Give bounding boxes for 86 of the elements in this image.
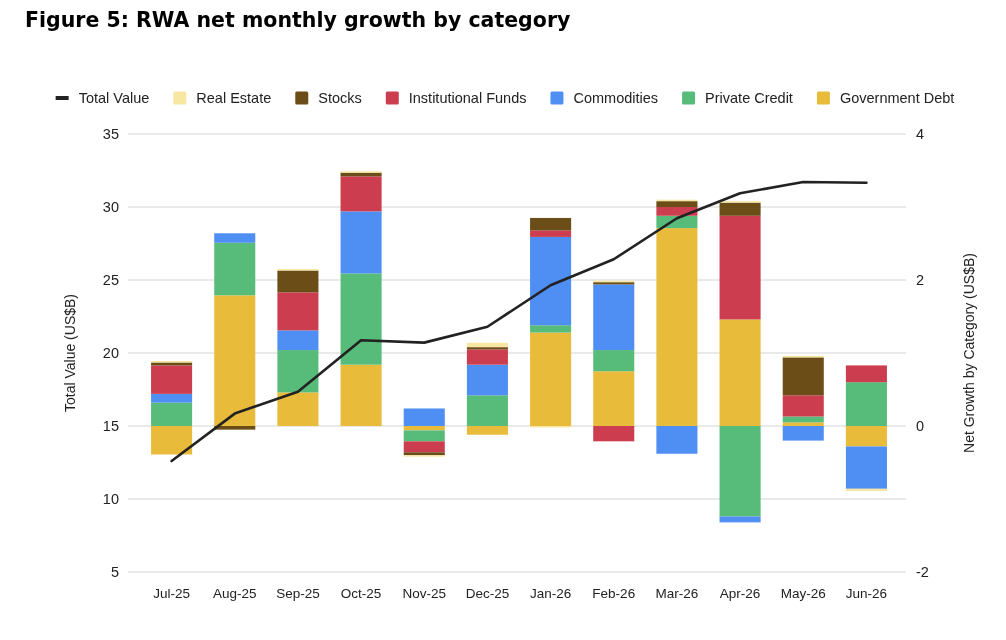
- x-tick-label: Jun-26: [845, 585, 888, 601]
- bar: [719, 202, 761, 216]
- bar: [403, 426, 445, 431]
- x-tick-label: Apr-26: [719, 585, 761, 601]
- x-tick-label: May-26: [780, 585, 826, 601]
- bar: [845, 365, 887, 383]
- y2-tick-label: 4: [916, 126, 925, 142]
- x-tick-label: Feb-26: [592, 585, 636, 601]
- bar: [151, 365, 193, 394]
- chart-title: Figure 5: RWA net monthly growth by category: [25, 8, 571, 32]
- x-tick-label: Dec-25: [465, 585, 510, 601]
- bar: [656, 426, 698, 454]
- y-tick-label: 25: [102, 272, 119, 288]
- bar: [151, 426, 193, 455]
- bar: [782, 422, 824, 426]
- bar: [593, 371, 635, 426]
- bar: [214, 242, 256, 296]
- bar: [782, 357, 824, 396]
- bar: [719, 319, 761, 426]
- bar: [466, 342, 508, 348]
- bar: [845, 382, 887, 426]
- x-tick-label: Jul-25: [153, 585, 190, 601]
- legend-label: Real Estate: [196, 90, 272, 106]
- bar: [719, 426, 761, 517]
- bar: [845, 446, 887, 489]
- bar: [277, 350, 319, 393]
- y2-tick-label: 2: [916, 272, 925, 288]
- bar: [466, 426, 508, 435]
- bar: [530, 217, 572, 231]
- bar: [340, 273, 382, 365]
- legend-label: Institutional Funds: [408, 90, 527, 106]
- y-tick-label: 35: [102, 126, 119, 142]
- y-tick-label: 5: [110, 564, 119, 580]
- x-tick-label: Aug-25: [212, 585, 257, 601]
- bar: [214, 295, 256, 426]
- bar: [403, 441, 445, 453]
- bar: [466, 349, 508, 365]
- y-tick-label: 30: [102, 199, 119, 215]
- y2-axis-title: Net Growth by Category (US$B): [961, 253, 977, 453]
- x-tick-label: Jan-26: [529, 585, 572, 601]
- bar: [277, 330, 319, 351]
- y-axis-title: Total Value (US$B): [62, 293, 78, 413]
- bar: [214, 233, 256, 243]
- bar: [782, 426, 824, 441]
- bar: [466, 347, 508, 350]
- bar: [214, 426, 256, 430]
- bar: [277, 270, 319, 293]
- bar: [403, 408, 445, 426]
- y2-tick-label: -2: [916, 564, 929, 580]
- legend-label: Commodities: [573, 90, 659, 106]
- x-tick-label: Mar-26: [655, 585, 699, 601]
- x-tick-label: Nov-25: [402, 585, 447, 601]
- y-tick-label: 15: [102, 418, 119, 434]
- bar: [277, 392, 319, 426]
- bar: [593, 426, 635, 442]
- bar: [530, 332, 572, 426]
- bar: [530, 325, 572, 333]
- bar: [593, 284, 635, 351]
- bar: [151, 402, 193, 426]
- legend-label: Government Debt: [839, 90, 955, 106]
- legend-label: Stocks: [318, 90, 362, 106]
- bar: [530, 236, 572, 326]
- bar: [719, 215, 761, 320]
- y-tick-label: 20: [102, 345, 119, 361]
- bar: [340, 176, 382, 212]
- y2-tick-label: 0: [916, 418, 925, 434]
- y-tick-label: 10: [102, 491, 119, 507]
- legend-label: Total Value: [78, 90, 150, 106]
- x-tick-label: Sep-25: [276, 585, 320, 601]
- bar: [845, 488, 887, 491]
- bar: [403, 430, 445, 442]
- bar: [845, 426, 887, 447]
- line-series: [170, 180, 868, 463]
- bar: [593, 350, 635, 372]
- legend-label: Private Credit: [705, 90, 793, 106]
- bar: [277, 292, 319, 331]
- bar: [466, 395, 508, 426]
- bar: [656, 228, 698, 426]
- bar: [151, 393, 193, 403]
- bar: [340, 364, 382, 426]
- x-tick-label: Oct-25: [340, 585, 382, 601]
- bar: [530, 230, 572, 237]
- bar: [466, 364, 508, 396]
- bar: [782, 395, 824, 417]
- bar: [656, 201, 698, 207]
- bar: [340, 211, 382, 274]
